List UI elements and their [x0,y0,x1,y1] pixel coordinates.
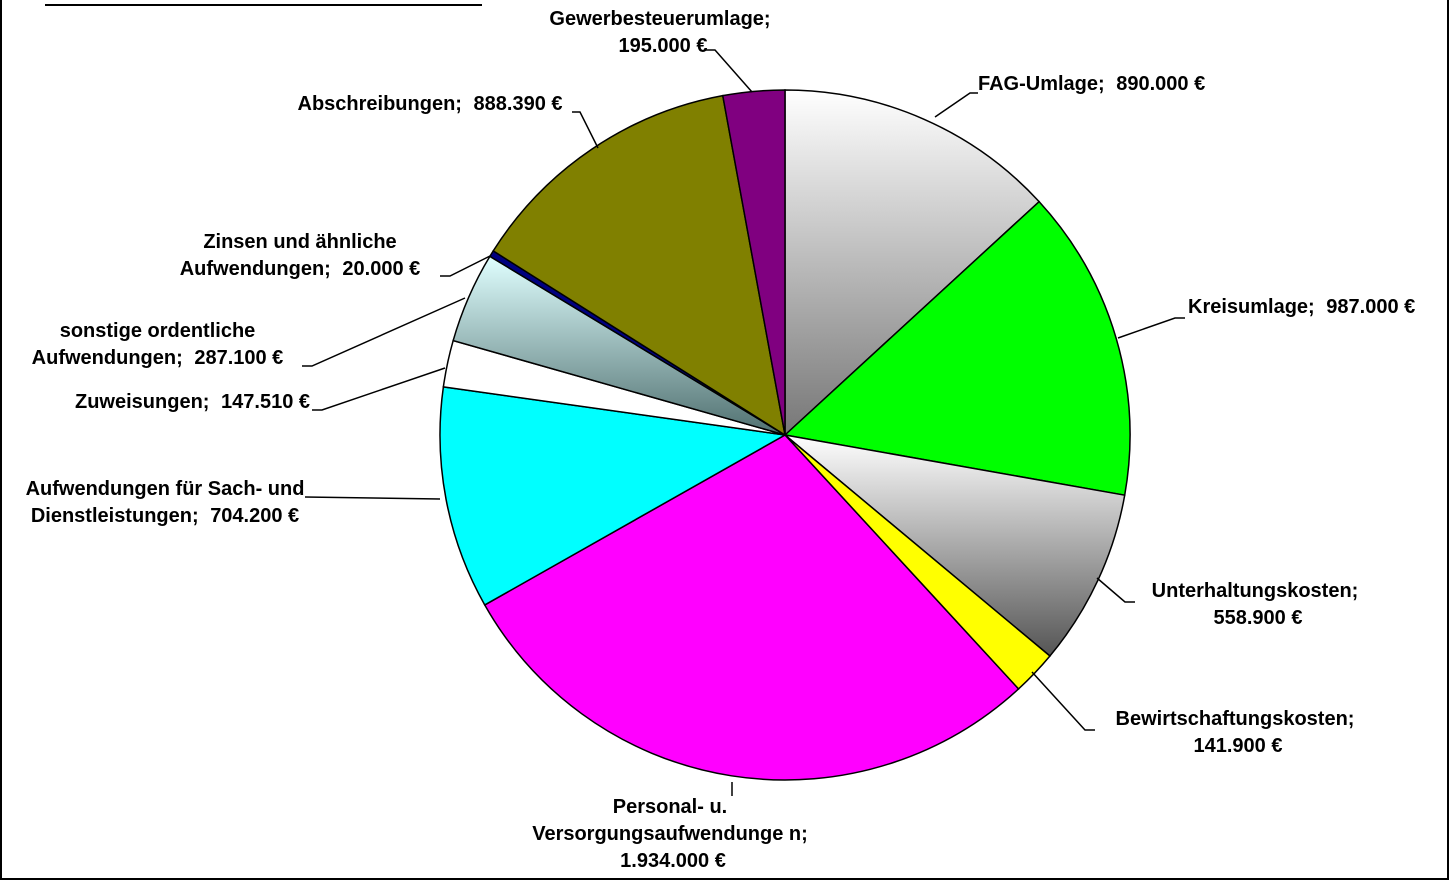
slice-label: Bewirtschaftungskosten; 141.900 € [1090,706,1380,760]
slice-label: Abschreibungen; 888.390 € [285,91,575,118]
value-label: 287.100 € [194,347,284,369]
value-label: 147.510 € [221,391,310,413]
category-name: Gewerbesteuerumlage; [549,8,771,30]
value-label: 141.900 € [1193,735,1283,757]
category-name: Kreisumlage; [1188,296,1315,318]
value-label: 890.000 € [1116,73,1206,95]
slice-label: Kreisumlage; 987.000 € [1188,294,1448,321]
leader [304,496,441,500]
slice [784,89,1041,437]
slice-label: sonstige ordentliche Aufwendungen; 287.1… [5,318,310,372]
value-label: 20.000 € [342,258,421,280]
category-name: Zuweisungen; [75,391,210,413]
value-label: 987.000 € [1326,296,1416,318]
leader-lines [302,49,1185,796]
value-label: 888.390 € [473,93,563,115]
slice [492,94,787,437]
value-label: 195.000 € [618,35,708,57]
slice-label: Personal- u. Versorgungsaufwendunge n; 1… [520,794,820,875]
category-name: Aufwendungen für Sach- und Dienstleistun… [25,478,305,527]
category-name: FAG-Umlage; [978,73,1105,95]
category-name: Bewirtschaftungskosten; [1115,708,1355,730]
slice [439,386,788,606]
value-label: 1.934.000 € [620,850,726,872]
leader [1096,577,1135,603]
slice-label: FAG-Umlage; 890.000 € [978,71,1278,98]
category-name: Abschreibungen; [297,93,462,115]
slice-label: Zinsen und ähnliche Aufwendungen; 20.000… [150,229,450,283]
leader [705,49,753,93]
category-name: sonstige ordentliche Aufwendungen; [31,320,256,369]
slice [782,433,1126,658]
slice [483,434,1020,781]
slice-label: Unterhaltungskosten; 558.900 € [1130,578,1380,632]
slice-label: Gewerbesteuerumlage; 195.000 € [520,6,800,60]
slice [783,200,1131,497]
leader [302,297,466,367]
category-name: Personal- u. Versorgungsaufwendunge n; [532,796,808,845]
leader [572,111,599,149]
slices [439,89,1131,781]
category-name: Zinsen und ähnliche Aufwendungen; [179,231,397,280]
category-name: Unterhaltungskosten; [1151,580,1359,602]
value-label: 558.900 € [1213,607,1303,629]
leader [934,92,978,118]
leader [1117,317,1185,339]
leader [440,255,491,277]
value-label: 704.200 € [210,505,300,527]
slice-label: Aufwendungen für Sach- und Dienstleistun… [15,476,315,530]
slice [721,89,786,436]
leader [1031,671,1095,731]
leader [312,367,446,411]
slice-label: Zuweisungen; 147.510 € [10,389,310,416]
